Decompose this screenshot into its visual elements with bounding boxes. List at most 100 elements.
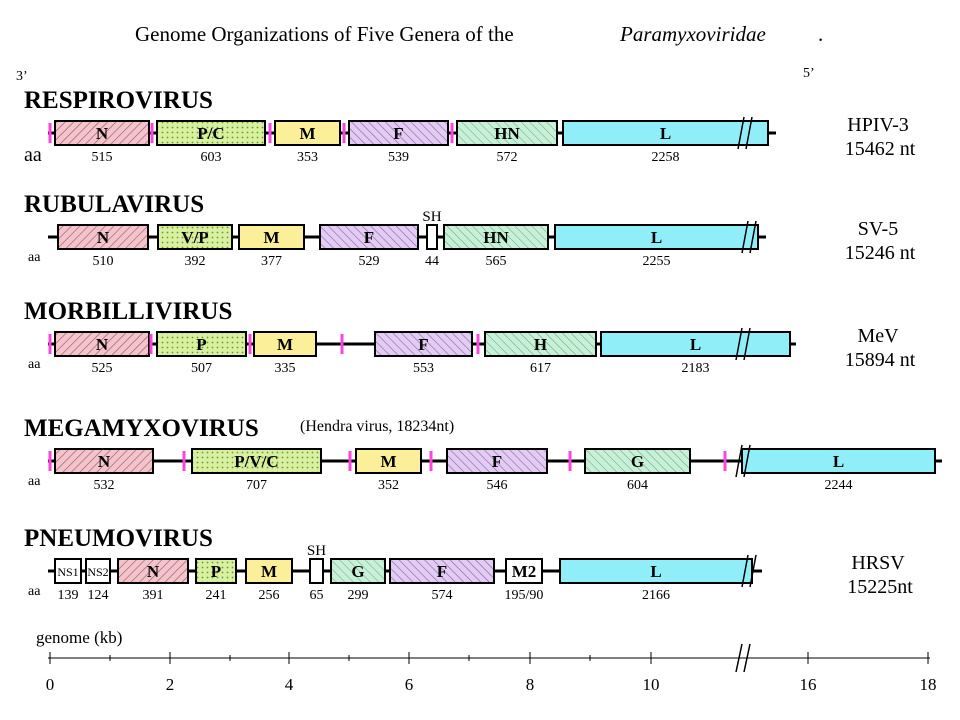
gene-label: N <box>96 335 109 354</box>
gene-aa: 335 <box>275 361 296 376</box>
gene-aa: 532 <box>94 478 115 493</box>
gene-aa: 572 <box>497 150 518 165</box>
gene-box: M 377 <box>238 224 305 269</box>
gene-label: F <box>492 452 502 471</box>
gene-label: L <box>651 228 662 247</box>
gene-box: SH 44 <box>422 209 441 269</box>
break-mark <box>743 444 751 478</box>
break-mark <box>735 327 743 361</box>
gene-aa: 195/90 <box>505 588 544 603</box>
page-title: Genome Organizations of Five Genera of t… <box>135 22 514 46</box>
gene-box: L 2183 <box>600 331 791 376</box>
gene-rect <box>426 224 438 250</box>
gene-aa: 546 <box>487 478 508 493</box>
gene-rect <box>562 120 769 146</box>
gene-rect <box>54 448 154 474</box>
gene-rect <box>505 558 543 584</box>
virus-name: SV-5 <box>858 218 898 240</box>
axis-label: genome (kb) <box>36 628 122 647</box>
gene-aa: 604 <box>627 478 648 493</box>
virus-name: HPIV-3 <box>847 114 909 136</box>
gene-rect <box>85 558 111 584</box>
gene-aa: 352 <box>378 478 399 493</box>
gene-rect <box>741 448 936 474</box>
gene-label: HN <box>483 228 509 247</box>
gene-label: M <box>263 228 279 247</box>
gene-box: M 256 <box>245 558 293 603</box>
genus-row: MORBILLIVIRUS aa N 525 P 507 M 335 F 553 H 617 L 2183… <box>24 298 916 376</box>
gene-label: M <box>261 562 277 581</box>
break-mark <box>743 327 751 361</box>
gene-box: M 335 <box>253 331 317 376</box>
gene-rect <box>456 120 558 146</box>
gene-box: L 2255 <box>554 224 759 269</box>
gene-box: N 532 <box>54 448 154 493</box>
genus-row: MEGAMYXOVIRUS (Hendra virus, 18234nt) aa N 5… <box>24 415 942 493</box>
genus-name: RESPIROVIRUS <box>24 87 213 114</box>
virus-name: HRSV <box>851 552 905 574</box>
gene-box: HN 565 <box>443 224 549 269</box>
gene-label: P/V/C <box>234 452 278 471</box>
gene-aa: 525 <box>92 361 113 376</box>
gene-label: F <box>393 124 403 143</box>
gene-rect <box>157 224 233 250</box>
gene-box: N 525 <box>54 331 150 376</box>
gene-aa: 241 <box>206 588 227 603</box>
gene-aa: 124 <box>88 588 109 603</box>
gene-aa: 574 <box>432 588 453 603</box>
gene-aa: 2244 <box>825 478 853 493</box>
axis-tick-label: 2 <box>166 675 175 694</box>
gene-box: N 510 <box>57 224 149 269</box>
genus-name: MEGAMYXOVIRUS <box>24 415 259 442</box>
gene-box: M 352 <box>355 448 422 493</box>
gene-label: P <box>196 335 206 354</box>
gene-box: H 617 <box>484 331 597 376</box>
gene-box: P/V/C 707 <box>191 448 322 493</box>
gene-rect <box>156 331 247 357</box>
gene-aa: 565 <box>486 254 507 269</box>
genus-row: RESPIROVIRUS aa N 515 P/C 603 M 353 F 539 HN 572 L 22… <box>24 87 916 166</box>
break-mark <box>745 116 753 150</box>
gene-aa: 2183 <box>682 361 710 376</box>
gene-aa: 299 <box>348 588 369 603</box>
genus-row: RUBULAVIRUS aa N 510 V/P 392 M 377 F 529 SH 44 HN 565… <box>24 191 916 269</box>
gene-rect <box>389 558 495 584</box>
gene-aa: 392 <box>185 254 206 269</box>
gene-aa: 2166 <box>642 588 670 603</box>
gene-rect <box>253 331 317 357</box>
gene-aa: 256 <box>259 588 280 603</box>
aa-label: aa <box>28 474 41 489</box>
axis-break-mark <box>735 643 743 673</box>
gene-rect <box>54 331 150 357</box>
gene-rect <box>484 331 597 357</box>
genome-length: 15246 nt <box>845 242 916 264</box>
break-mark <box>749 220 757 254</box>
aa-label: aa <box>28 584 41 599</box>
axis-tick-label: 10 <box>643 675 660 694</box>
gene-aa: 44 <box>425 254 439 269</box>
gene-label: F <box>418 335 428 354</box>
gene-box: SH 65 <box>307 543 326 603</box>
gene-box: F 553 <box>374 331 473 376</box>
gene-box: N 515 <box>54 120 150 165</box>
gene-rect <box>330 558 386 584</box>
gene-box: HN 572 <box>456 120 558 165</box>
break-mark <box>737 116 745 150</box>
axis-tick-label: 0 <box>46 675 55 694</box>
gene-rect <box>54 558 82 584</box>
gene-label: F <box>437 562 447 581</box>
gene-rect <box>309 558 324 584</box>
gene-rect <box>446 448 548 474</box>
gene-box: P 507 <box>156 331 247 376</box>
axis-break-mark <box>743 643 751 673</box>
genome-length: 15225nt <box>847 576 913 598</box>
gene-rect <box>355 448 422 474</box>
gene-box: P/C 603 <box>156 120 266 165</box>
gene-box: V/P 392 <box>157 224 233 269</box>
gene-rect <box>559 558 753 584</box>
gene-box: G 604 <box>584 448 691 493</box>
page-title-family: Paramyxoviridae <box>619 22 766 46</box>
gene-label: NS1 <box>57 565 78 579</box>
gene-label: N <box>96 124 109 143</box>
